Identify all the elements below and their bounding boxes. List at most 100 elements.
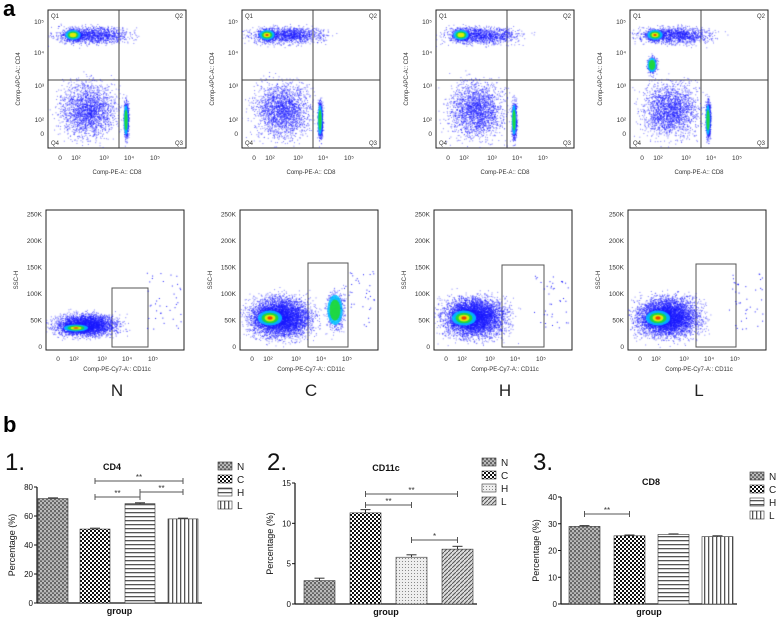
y-tick-label: 15	[282, 479, 291, 488]
x-tick-label: 10⁴	[704, 356, 714, 363]
y-tick-label: 10²	[423, 117, 433, 124]
x-axis-label: Comp-PE-A:: CD8	[480, 170, 530, 176]
y-tick-label: 10	[548, 573, 557, 582]
y-tick-label: 50K	[612, 318, 624, 325]
y-tick-label: 200K	[609, 238, 625, 245]
y-tick-label: 60	[24, 512, 33, 521]
y-tick-label: 40	[548, 493, 557, 502]
bar-h	[395, 556, 428, 605]
y-tick-label: 20	[548, 547, 557, 556]
x-axis-label: group	[107, 606, 133, 616]
chart-title: CD4	[103, 462, 121, 472]
panel-a-label: a	[3, 0, 16, 21]
y-tick-label: 250K	[27, 212, 43, 219]
legend-swatch-l	[481, 496, 497, 506]
y-tick-label: 10²	[35, 117, 45, 124]
y-tick-label: 200K	[27, 238, 43, 245]
x-axis-label: group	[373, 607, 399, 617]
y-tick-label: 0	[622, 131, 626, 138]
x-tick-label: 10³	[679, 356, 689, 363]
x-tick-label: 10³	[485, 356, 495, 363]
x-tick-label: 10²	[69, 356, 79, 363]
significance-label: **	[385, 497, 391, 506]
x-tick-label: 10⁴	[706, 155, 716, 162]
significance-label: **	[408, 486, 414, 495]
cd4-cd8-scatter-plot	[436, 10, 574, 148]
y-tick-label: 0	[38, 344, 42, 351]
x-axis-label: Comp-PE-Cy7-A:: CD11c	[277, 367, 345, 373]
cd11c-ssc-scatter-plot	[434, 210, 572, 350]
panel-b-label: b	[3, 412, 17, 437]
y-tick-label: 50K	[30, 318, 42, 325]
y-tick-label: 0	[553, 600, 558, 609]
x-tick-label: 0	[444, 356, 448, 363]
legend-label: H	[769, 498, 776, 509]
y-tick-label: 10⁵	[422, 19, 432, 26]
y-tick-label: 10⁴	[228, 50, 238, 57]
x-axis-label: group	[636, 607, 662, 617]
legend-label: N	[501, 458, 508, 469]
x-tick-label: 10⁴	[318, 155, 328, 162]
legend-label: C	[237, 475, 244, 486]
chart-title: CD11c	[372, 463, 400, 473]
x-tick-label: 10³	[487, 155, 497, 162]
legend-label: C	[501, 471, 508, 482]
x-tick-label: 10²	[459, 155, 469, 162]
x-tick-label: 10⁵	[148, 356, 158, 363]
y-axis-label: SSC-H	[208, 271, 214, 290]
chart-title: CD8	[642, 477, 660, 487]
x-tick-label: 0	[250, 356, 254, 363]
y-axis-label: Comp-APC-A:: CD4	[210, 52, 216, 106]
group-label-h: H	[498, 381, 512, 400]
x-tick-label: 10⁵	[538, 155, 548, 162]
x-tick-label: 10²	[457, 356, 467, 363]
x-tick-label: 10⁵	[732, 155, 742, 162]
y-tick-label: 10⁵	[616, 19, 626, 26]
y-tick-label: 200K	[415, 238, 431, 245]
bar-c	[613, 535, 646, 605]
cd4-cd8-scatter-plot	[630, 10, 768, 148]
cd11c-ssc-scatter-plot	[46, 210, 184, 350]
y-tick-label: 5	[287, 560, 292, 569]
x-axis-label: Comp-PE-Cy7-A:: CD11c	[471, 367, 539, 373]
group-label-l: L	[694, 381, 704, 400]
y-tick-label: 0	[426, 344, 430, 351]
y-tick-label: 10⁴	[34, 50, 44, 57]
y-tick-label: 10⁴	[422, 50, 432, 57]
significance-label: **	[604, 506, 610, 515]
legend-label: H	[501, 484, 508, 495]
bar-n	[37, 498, 69, 604]
bar-h	[124, 503, 156, 604]
y-axis-label: Comp-APC-A:: CD4	[16, 52, 22, 106]
bar-l	[167, 518, 199, 604]
x-tick-label: 10³	[293, 155, 303, 162]
bar-n	[303, 580, 336, 605]
legend-label: L	[769, 511, 775, 522]
y-tick-label: 10³	[35, 83, 45, 90]
y-tick-label: 250K	[415, 212, 431, 219]
x-tick-label: 10²	[71, 155, 81, 162]
y-tick-label: 10³	[229, 83, 239, 90]
y-tick-label: 0	[40, 131, 44, 138]
y-tick-label: 10²	[229, 117, 239, 124]
significance-label: *	[433, 532, 436, 541]
legend-swatch-c	[749, 484, 765, 494]
x-tick-label: 10⁵	[536, 356, 546, 363]
x-tick-label: 0	[638, 356, 642, 363]
legend-swatch-l	[749, 510, 765, 520]
x-axis-label: Comp-PE-A:: CD8	[92, 170, 142, 176]
y-axis-label: Percentage (%)	[265, 512, 275, 575]
y-tick-label: 30	[548, 520, 557, 529]
y-tick-label: 10³	[423, 83, 433, 90]
y-axis-label: SSC-H	[402, 271, 408, 290]
cd4-cd8-scatter-plot	[242, 10, 380, 148]
y-tick-label: 50K	[418, 318, 430, 325]
legend-swatch-c	[217, 474, 233, 484]
x-tick-label: 10⁴	[510, 356, 520, 363]
y-axis-label: Comp-APC-A:: CD4	[404, 52, 410, 106]
bar-l	[441, 548, 474, 605]
x-tick-label: 10⁴	[316, 356, 326, 363]
y-tick-label: 0	[620, 344, 624, 351]
y-tick-label: 250K	[221, 212, 237, 219]
y-axis-label: SSC-H	[14, 271, 20, 290]
